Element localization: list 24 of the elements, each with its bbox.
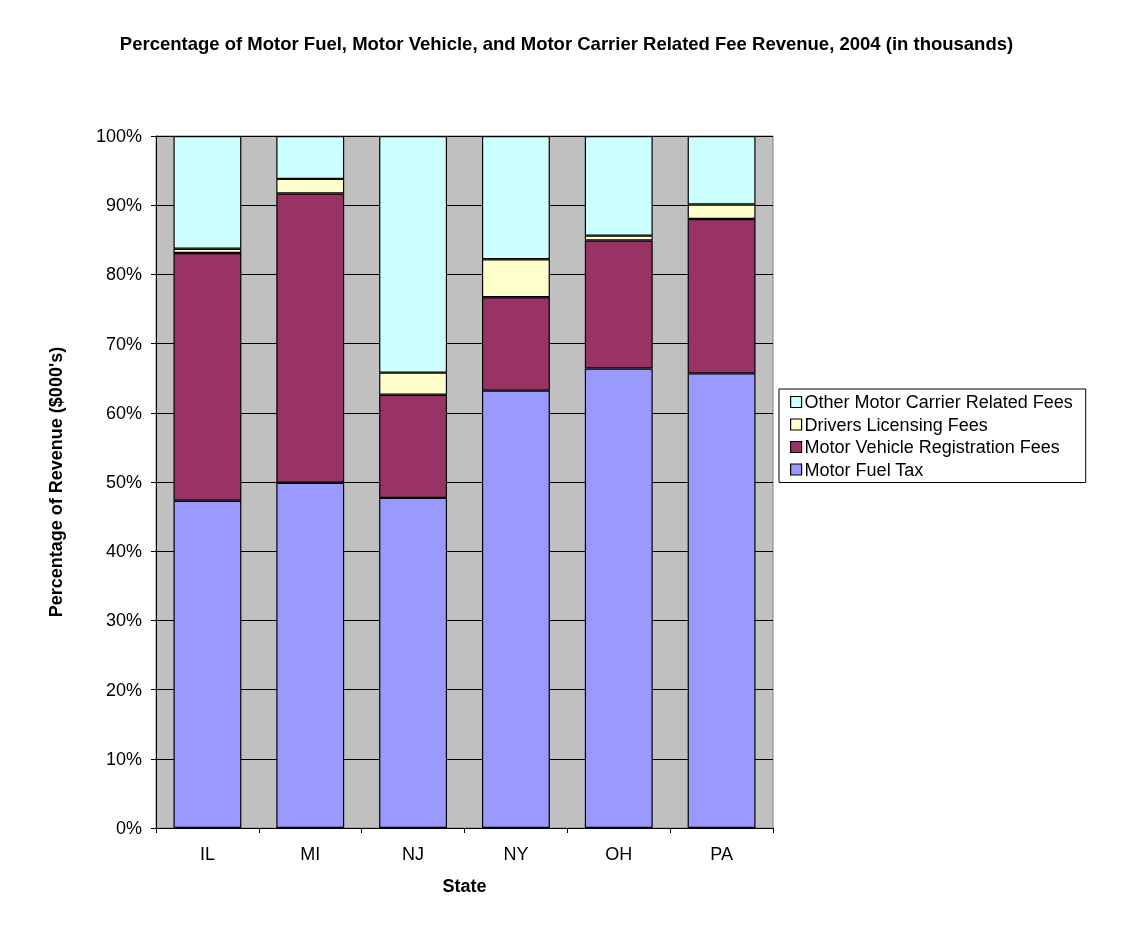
x-tick-label: NY — [503, 844, 529, 864]
x-tick-label: MI — [300, 844, 321, 864]
x-tick-label: IL — [199, 844, 215, 864]
y-tick-label: 90% — [105, 195, 142, 216]
x-tick-label: NJ — [402, 844, 425, 864]
y-tick-label: 80% — [105, 264, 142, 285]
y-tick-label: 40% — [105, 541, 142, 562]
y-tick-label: 20% — [105, 679, 142, 700]
y-tick-label: 50% — [105, 472, 142, 492]
y-tick-label: 60% — [105, 402, 142, 423]
legend-label: Motor Vehicle Registration Fees — [804, 437, 1060, 457]
y-tick-label: 70% — [105, 333, 142, 354]
x-tick-label: OH — [605, 844, 633, 864]
y-axis-title: Percentage of Revenue ($000's) — [46, 346, 66, 618]
legend-label: Other Motor Carrier Related Fees — [804, 392, 1073, 412]
legend-label: Motor Fuel Tax — [804, 459, 924, 480]
chart-title: Percentage of Motor Fuel, Motor Vehicle, and Motor Carrier Related Fee Revenue, 2004 (in thousands) — [119, 33, 1014, 54]
y-tick-label: 10% — [105, 748, 142, 769]
y-tick-label: 0% — [115, 818, 142, 838]
y-tick-label: 100% — [95, 126, 142, 146]
x-axis-title: State — [442, 876, 487, 896]
y-tick-label: 30% — [105, 610, 142, 631]
x-tick-label: PA — [710, 844, 733, 864]
legend-label: Drivers Licensing Fees — [804, 414, 988, 435]
